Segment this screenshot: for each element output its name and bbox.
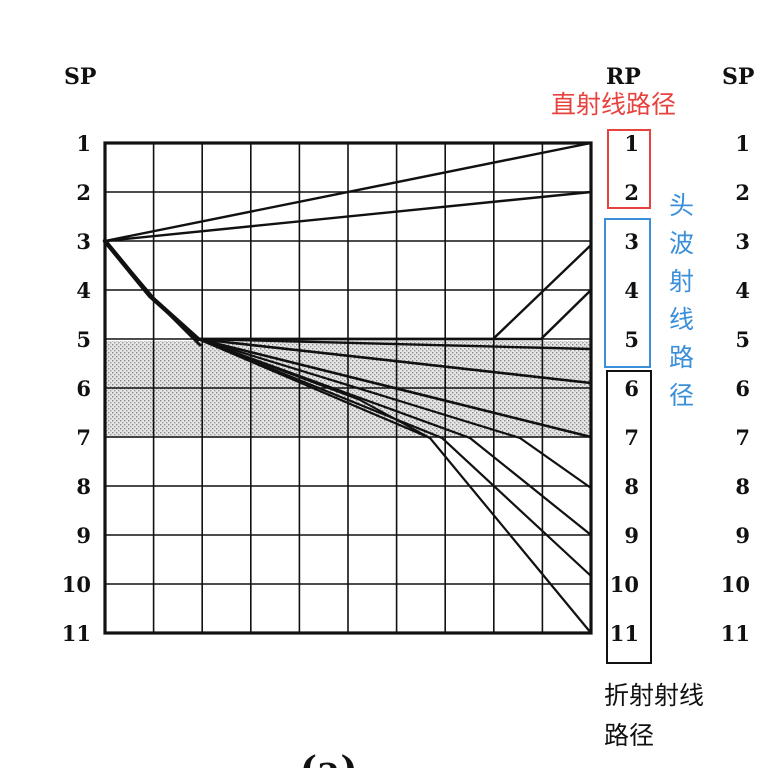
sp-left-labels: 1 2 3 4 5 6 7 8 9 10 11 xyxy=(62,131,91,646)
refracted-label-line2: 路径 xyxy=(604,721,654,750)
sp-right-header: SP xyxy=(722,64,754,90)
head-wave-ray-4 xyxy=(196,288,593,341)
rp-row-label: 9 xyxy=(624,523,639,548)
sp-right-row-label: 6 xyxy=(735,376,750,401)
ray-trunk-2 xyxy=(103,239,202,347)
head-wave-ray-3 xyxy=(196,243,593,341)
rp-row-label: 1 xyxy=(624,131,639,156)
head-wave-label-char: 路 xyxy=(669,343,694,372)
head-wave-label-char: 波 xyxy=(669,229,694,258)
figure-caption: (a) xyxy=(300,749,357,768)
refracted-fan xyxy=(197,338,431,439)
sp-left-row-label: 10 xyxy=(62,572,91,597)
head-wave-label-char: 径 xyxy=(669,381,694,410)
sp-left-row-label: 11 xyxy=(62,621,91,646)
rp-row-label: 10 xyxy=(610,572,639,597)
rp-row-label: 11 xyxy=(610,621,639,646)
direct-ray-1 xyxy=(103,141,593,243)
refracted-ray-box xyxy=(606,370,652,664)
sp-right-row-label: 3 xyxy=(735,229,750,254)
rp-row-label: 6 xyxy=(624,376,639,401)
sp-left-row-label: 8 xyxy=(76,474,91,499)
direct-ray-label: 直射线路径 xyxy=(551,90,676,119)
sp-left-row-label: 1 xyxy=(76,131,91,156)
sp-right-row-label: 2 xyxy=(735,180,750,205)
direct-ray-box xyxy=(607,129,651,209)
sp-left-row-label: 9 xyxy=(76,523,91,548)
rp-row-label: 2 xyxy=(624,180,639,205)
sp-right-row-label: 4 xyxy=(735,278,750,303)
sp-left-header: SP xyxy=(64,64,96,90)
sp-left-row-label: 5 xyxy=(76,327,91,352)
head-wave-label-char: 头 xyxy=(669,191,694,220)
refracted-ray-6 xyxy=(196,337,593,385)
rp-row-label: 7 xyxy=(624,425,639,450)
sp-left-row-label: 2 xyxy=(76,180,91,205)
sp-right-row-label: 5 xyxy=(735,327,750,352)
sp-right-row-label: 10 xyxy=(721,572,750,597)
sp-right-row-label: 11 xyxy=(721,621,750,646)
sp-left-row-label: 4 xyxy=(76,278,91,303)
head-wave-box xyxy=(604,218,651,368)
rp-labels: 1 2 3 4 5 6 7 8 9 10 11 xyxy=(610,131,639,646)
direct-ray-2 xyxy=(103,190,593,243)
refracted-ray-8 xyxy=(196,337,593,490)
sp-left-row-label: 6 xyxy=(76,376,91,401)
rp-row-label: 8 xyxy=(624,474,639,499)
sp-left-row-label: 3 xyxy=(76,229,91,254)
rp-row-label: 4 xyxy=(624,278,639,303)
sp-left-row-label: 7 xyxy=(76,425,91,450)
rp-header: RP xyxy=(606,64,641,90)
sp-right-labels: 1 2 3 4 5 6 7 8 9 10 11 xyxy=(721,131,750,646)
head-wave-ray-5 xyxy=(196,337,593,351)
refracted-ray-7 xyxy=(196,337,593,439)
grid-frame xyxy=(103,141,593,635)
sp-right-row-label: 9 xyxy=(735,523,750,548)
refracted-label-line1: 折射射线 xyxy=(604,681,704,710)
ray-paths xyxy=(102,141,593,635)
sp-right-row-label: 7 xyxy=(735,425,750,450)
head-wave-label-char: 线 xyxy=(669,305,694,334)
rp-row-label: 3 xyxy=(624,229,639,254)
rp-row-label: 5 xyxy=(624,327,639,352)
sp-right-row-label: 1 xyxy=(735,131,750,156)
refracted-ray-9 xyxy=(196,337,593,537)
refracted-ray-10 xyxy=(196,337,593,578)
head-wave-label-char: 射 xyxy=(669,267,694,296)
sp-right-row-label: 8 xyxy=(735,474,750,499)
